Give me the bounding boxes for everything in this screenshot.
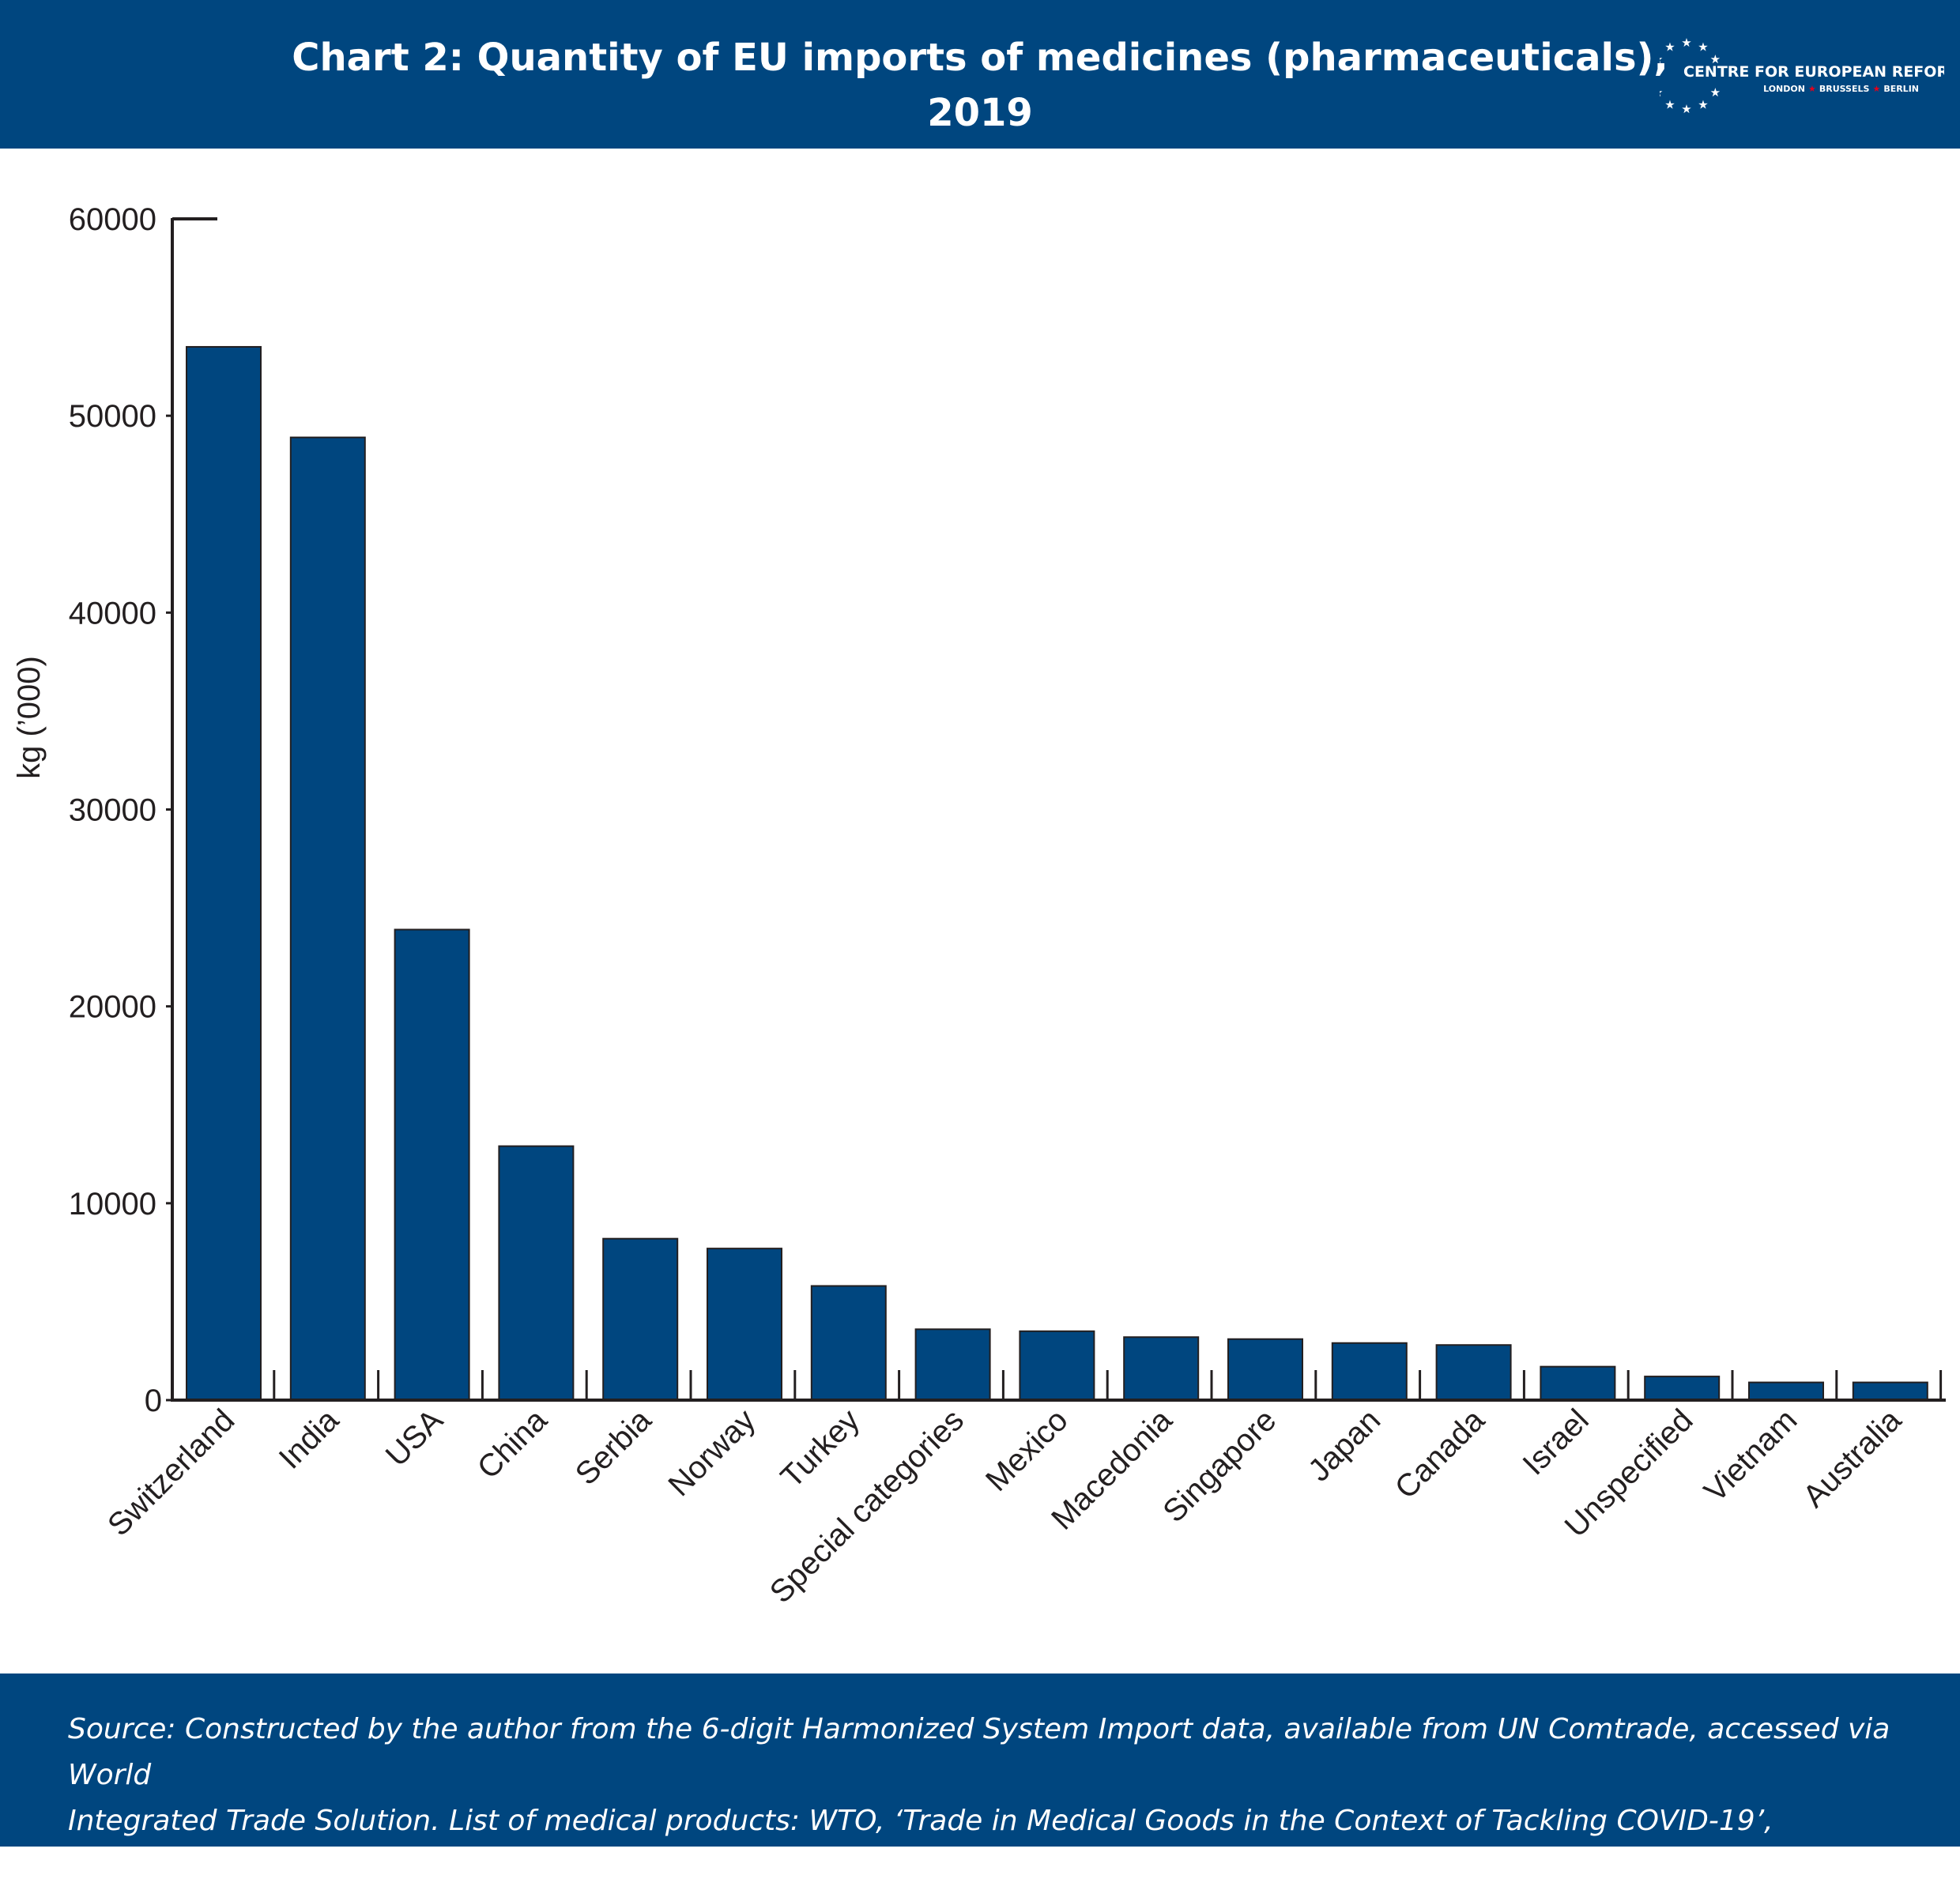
logo-city-london: LONDON bbox=[1763, 84, 1805, 94]
y-tick-label: 0 bbox=[145, 1384, 162, 1418]
bar-special-categories bbox=[914, 1328, 991, 1402]
logo-text: CENTRE FOR EUROPEAN REFORM bbox=[1683, 63, 1944, 81]
bar-japan bbox=[1331, 1342, 1408, 1402]
bar-vietnam bbox=[1748, 1381, 1824, 1401]
source-note: Source: Constructed by the author from t… bbox=[68, 1707, 1933, 1890]
logo-city-berlin: BERLIN bbox=[1883, 84, 1919, 94]
x-tick-label: Turkey bbox=[775, 1402, 867, 1495]
bar-mexico bbox=[1019, 1330, 1095, 1401]
chart-header: Chart 2: Quantity of EU imports of medic… bbox=[0, 0, 1960, 149]
x-tick-label: Switzerland bbox=[101, 1402, 241, 1542]
bar-turkey bbox=[810, 1285, 887, 1401]
bar-switzerland bbox=[186, 345, 262, 1401]
bar-macedonia bbox=[1123, 1336, 1200, 1402]
chart-footer: Source: Constructed by the author from t… bbox=[0, 1674, 1960, 1883]
bars-group bbox=[186, 345, 1928, 1402]
y-tick-label: 20000 bbox=[69, 990, 156, 1025]
x-tick-label: Mexico bbox=[979, 1402, 1075, 1498]
bar-serbia bbox=[602, 1237, 679, 1402]
x-tick-label: India bbox=[273, 1402, 346, 1476]
bar-india bbox=[289, 436, 366, 1402]
bar-chart: kg (’000) 0 10000 20000 30000 40000 50000 6000… bbox=[12, 202, 1946, 1610]
bar-israel bbox=[1540, 1365, 1616, 1402]
source-line-2: Integrated Trade Solution. List of medic… bbox=[68, 1805, 1773, 1883]
chart-title: Chart 2: Quantity of EU imports of medic… bbox=[269, 30, 1691, 141]
y-tick-label: 30000 bbox=[69, 793, 156, 828]
star-icon: ★ bbox=[1710, 85, 1721, 100]
bar-canada bbox=[1435, 1344, 1512, 1401]
x-tick-label: Singapore bbox=[1156, 1402, 1283, 1529]
bar-australia bbox=[1852, 1381, 1928, 1401]
city-separator-icon: ★ bbox=[1872, 84, 1880, 94]
star-icon: ★ bbox=[1660, 85, 1663, 100]
bar-unspecified bbox=[1644, 1376, 1721, 1401]
bar-china bbox=[498, 1145, 575, 1401]
x-tick-label: Special categories bbox=[763, 1402, 971, 1610]
star-icon: ★ bbox=[1660, 52, 1663, 66]
x-tick-label: Vietnam bbox=[1698, 1402, 1804, 1508]
y-tick-label: 60000 bbox=[69, 202, 156, 237]
logo-cities: LONDON ★ BRUSSELS ★ BERLIN bbox=[1763, 84, 1919, 94]
logo-city-brussels: BRUSSELS bbox=[1819, 84, 1870, 94]
star-icon: ★ bbox=[1664, 97, 1675, 111]
x-tick-label: Japan bbox=[1302, 1402, 1387, 1488]
x-ticks-group bbox=[273, 1370, 1943, 1400]
chart-title-line-1: Chart 2: Quantity of EU imports of medic… bbox=[292, 36, 1668, 80]
star-icon: ★ bbox=[1664, 40, 1675, 55]
y-tick-label: 10000 bbox=[69, 1187, 156, 1222]
bar-norway bbox=[707, 1248, 782, 1402]
source-line-1: Source: Constructed by the author from t… bbox=[68, 1713, 1890, 1791]
x-tick-label: Norway bbox=[662, 1402, 762, 1503]
x-tick-label: Serbia bbox=[569, 1402, 658, 1492]
star-icon: ★ bbox=[1710, 52, 1721, 66]
x-tick-labels-group: Switzerland India USA China Serbia Norway Turk… bbox=[101, 1402, 1909, 1610]
y-tick-label: 50000 bbox=[69, 399, 156, 434]
y-ticks-group: 0 10000 20000 30000 40000 50000 60000 bbox=[69, 202, 172, 1418]
star-icon: ★ bbox=[1698, 40, 1708, 55]
cer-logo: ★★★★★★★★★★★ CENTRE FOR EUROPEAN REFORM L… bbox=[1660, 36, 1944, 116]
star-icon: ★ bbox=[1681, 36, 1691, 50]
y-axis-label: kg (’000) bbox=[12, 656, 47, 779]
x-tick-label: Australia bbox=[1796, 1402, 1909, 1515]
bar-singapore bbox=[1227, 1338, 1303, 1401]
x-tick-label: USA bbox=[379, 1402, 450, 1473]
x-tick-label: China bbox=[471, 1402, 555, 1486]
y-tick-label: 40000 bbox=[69, 596, 156, 631]
x-tick-label: Israel bbox=[1516, 1402, 1595, 1482]
x-tick-label: Canada bbox=[1389, 1402, 1492, 1506]
star-icon: ★ bbox=[1681, 102, 1691, 116]
chart-title-line-2: 2019 bbox=[927, 91, 1033, 135]
star-icon: ★ bbox=[1698, 97, 1708, 111]
city-separator-icon: ★ bbox=[1808, 84, 1816, 94]
bar-usa bbox=[394, 928, 470, 1402]
eu-star-circle-icon: ★★★★★★★★★★★ bbox=[1660, 36, 1721, 116]
